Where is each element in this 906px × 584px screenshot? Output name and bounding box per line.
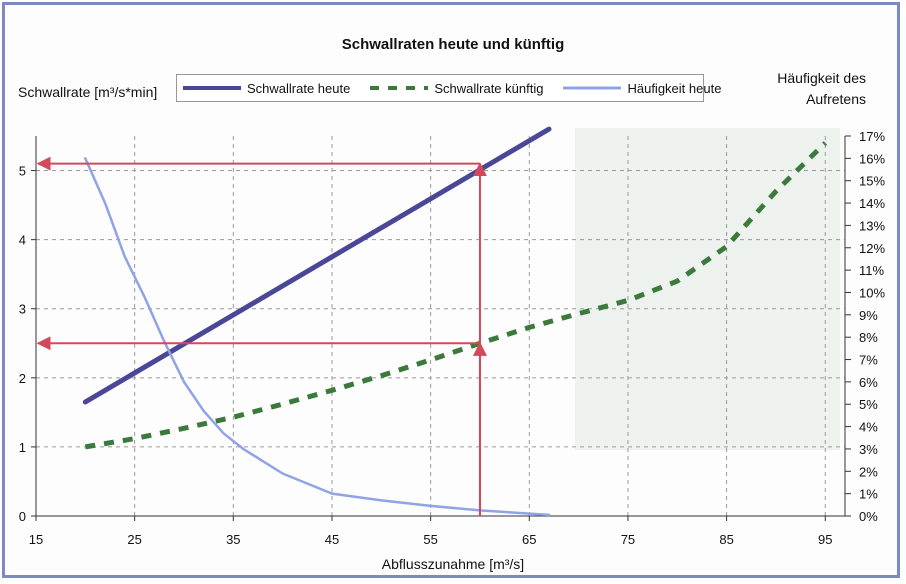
- y-tick-label-right: 14%: [859, 196, 885, 211]
- y-tick-label-right: 10%: [859, 285, 885, 300]
- series-line-0: [82, 126, 552, 405]
- y-tick-label-right: 0%: [859, 509, 878, 524]
- y-tick-label-right: 5%: [859, 397, 878, 412]
- background-shade: [575, 128, 840, 450]
- legend-item-kuenftig: Schwallrate künftig: [370, 81, 543, 96]
- x-tick-label: 75: [621, 532, 635, 547]
- legend: Schwallrate heute Schwallrate künftig Hä…: [176, 74, 721, 102]
- y-tick-label-right: 6%: [859, 375, 878, 390]
- y-tick-label-right: 4%: [859, 420, 878, 435]
- y-tick-label-right: 3%: [859, 442, 878, 457]
- legend-item-haeufigkeit: Häufigkeit heute: [563, 81, 721, 96]
- legend-item-heute: Schwallrate heute: [183, 81, 350, 96]
- x-axis-label: Abflusszunahme [m³/s]: [381, 556, 525, 572]
- x-tick-label: 25: [127, 532, 141, 547]
- y-axis-label-left: Schwallrate [m³/s*min]: [18, 84, 157, 100]
- series-line-1: [84, 141, 828, 450]
- legend-label-haeufigkeit: Häufigkeit heute: [627, 80, 722, 96]
- y-tick-label-right: 8%: [859, 330, 878, 345]
- y-tick-label-right: 15%: [859, 174, 885, 189]
- x-tick-label: 65: [522, 532, 536, 547]
- y-axis-label-right-line2: Aufretens: [806, 91, 866, 107]
- y-tick-label-right: 17%: [859, 129, 885, 144]
- y-tick-label-right: 13%: [859, 218, 885, 233]
- y-tick-label-left: 1: [19, 440, 26, 455]
- chart-title: Schwallraten heute und künftig: [341, 36, 565, 53]
- y-tick-label-left: 2: [19, 371, 26, 386]
- series-line-2: [84, 157, 551, 517]
- y-tick-label-right: 16%: [859, 151, 885, 166]
- x-tick-label: 45: [325, 532, 339, 547]
- x-tick-label: 55: [423, 532, 437, 547]
- y-tick-label-left: 4: [19, 233, 26, 248]
- y-tick-label-right: 11%: [859, 263, 884, 278]
- y-axis-label-right: Häufigkeit des Aufretens: [726, 68, 866, 110]
- y-tick-label-right: 9%: [859, 308, 878, 323]
- x-tick-label: 95: [818, 532, 832, 547]
- legend-swatch-heute: [183, 86, 241, 90]
- legend-label-kuenftig: Schwallrate künftig: [434, 80, 544, 96]
- y-tick-label-right: 7%: [859, 353, 878, 368]
- y-axis-label-right-line1: Häufigkeit des: [777, 70, 866, 86]
- legend-label-heute: Schwallrate heute: [247, 80, 351, 96]
- y-tick-label-right: 12%: [859, 241, 885, 256]
- y-tick-label-right: 2%: [859, 464, 878, 479]
- x-tick-label: 35: [226, 532, 240, 547]
- legend-swatch-haeufigkeit: [563, 86, 622, 90]
- y-tick-label-left: 3: [19, 302, 26, 317]
- y-axis-label-left-text: Schwallrate [m³/s*min]: [18, 84, 158, 100]
- y-tick-label-left: 0: [19, 509, 26, 524]
- y-tick-label-right: 1%: [859, 487, 878, 502]
- y-tick-label-left: 5: [19, 164, 26, 179]
- x-tick-label: 15: [29, 532, 43, 547]
- x-tick-label: 85: [719, 532, 733, 547]
